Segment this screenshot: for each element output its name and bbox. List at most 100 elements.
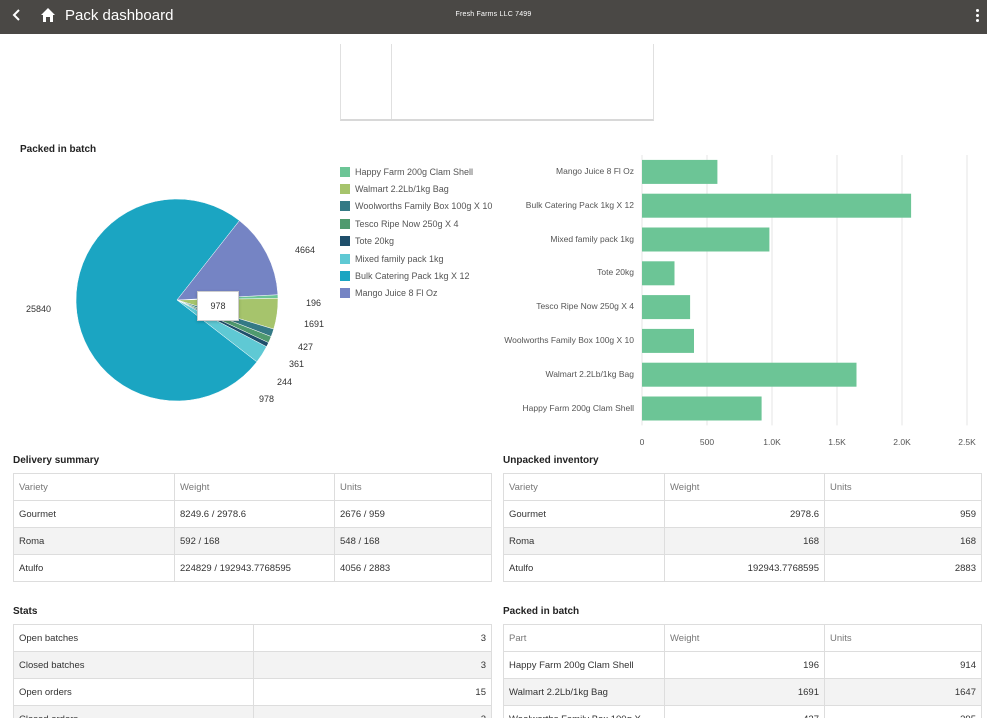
cell: 427	[664, 705, 825, 718]
pie-label: 978	[259, 394, 275, 404]
col-header[interactable]: Units	[824, 624, 982, 652]
bar[interactable]	[642, 227, 770, 252]
pie-label: 4664	[295, 245, 316, 255]
col-header[interactable]: Weight	[174, 473, 335, 501]
y-category-label: Mango Juice 8 Fl Oz	[556, 165, 634, 176]
cell: 168	[824, 527, 982, 555]
y-category-label: Tesco Ripe Now 250g X 4	[536, 301, 634, 312]
table-row: Closed batches 3	[13, 651, 492, 679]
legend-label: Mixed family pack 1kg	[355, 253, 444, 264]
col-header[interactable]: Weight	[664, 624, 825, 652]
cell: 592 / 168	[174, 527, 335, 555]
table-row: Walmart 2.2Lb/1kg Bag 1691 1647	[503, 678, 982, 706]
more-vertical-icon[interactable]	[976, 9, 980, 23]
col-header[interactable]: Weight	[664, 473, 825, 501]
legend-item[interactable]: Woolworths Family Box 100g X 10	[340, 198, 510, 215]
cell: 8249.6 / 2978.6	[174, 500, 335, 528]
col-header[interactable]: Units	[334, 473, 492, 501]
legend-item[interactable]: Mango Juice 8 Fl Oz	[340, 285, 510, 302]
legend-label: Walmart 2.2Lb/1kg Bag	[355, 184, 449, 195]
y-category-label: Mixed family pack 1kg	[550, 233, 634, 244]
table-row: Atulfo 192943.7768595 2883	[503, 554, 982, 582]
col-header[interactable]: Variety	[13, 473, 175, 501]
bar[interactable]	[642, 295, 691, 320]
y-category-label: Bulk Catering Pack 1kg X 12	[525, 199, 634, 210]
cell: Gourmet	[503, 500, 665, 528]
stats-table: Open batches 3 Closed batches 3 Open ord…	[13, 624, 492, 718]
legend-swatch	[340, 236, 350, 247]
cell: 2883	[824, 554, 982, 582]
delivery-summary-title: Delivery summary	[13, 455, 100, 466]
col-header[interactable]: Units	[824, 473, 982, 501]
legend-item[interactable]: Walmart 2.2Lb/1kg Bag	[340, 180, 510, 197]
cell: 1647	[824, 678, 982, 706]
bar[interactable]	[642, 261, 675, 286]
col-header[interactable]: Variety	[503, 473, 665, 501]
bar[interactable]	[642, 362, 857, 387]
x-tick-label: 500	[699, 437, 715, 448]
cell: Roma	[503, 527, 665, 555]
cell: Gourmet	[13, 500, 175, 528]
pie-label: 25840	[26, 304, 52, 314]
cell: Closed orders	[13, 705, 254, 718]
y-category-label: Woolworths Family Box 100g X 10	[504, 334, 634, 345]
chevron-left-icon[interactable]	[10, 7, 24, 28]
pie-label: 244	[277, 377, 293, 387]
legend-item[interactable]: Bulk Catering Pack 1kg X 12	[340, 267, 510, 284]
cell: 959	[824, 500, 982, 528]
pie-label: 1691	[304, 319, 325, 329]
pie-slice[interactable]	[176, 220, 279, 301]
table-row: Roma 592 / 168 548 / 168	[13, 527, 492, 555]
cell: 192943.7768595	[664, 554, 825, 582]
bar[interactable]	[642, 159, 718, 184]
cell: 196	[664, 651, 825, 679]
pie-tooltip: 978	[197, 291, 239, 321]
cell: 1691	[664, 678, 825, 706]
packed-bar-chart: 0 500 1.0K 1.5K 2.0K 2.5K Mango Juice 8 Fl Oz B…	[500, 150, 987, 450]
x-tick-label: 2.5K	[958, 437, 976, 448]
cell: Closed batches	[13, 651, 254, 679]
delivery-summary-table: Variety Weight Units Gourmet 8249.6 / 29…	[13, 473, 492, 582]
x-tick-label: 1.0K	[763, 437, 781, 448]
legend-label: Tesco Ripe Now 250g X 4	[355, 218, 459, 229]
packed-table-title: Packed in batch	[503, 606, 580, 617]
home-icon[interactable]	[40, 7, 56, 23]
cell: Happy Farm 200g Clam Shell	[503, 651, 665, 679]
bar-plot	[641, 155, 968, 426]
legend-item[interactable]: Happy Farm 200g Clam Shell	[340, 163, 510, 180]
pie-label: 427	[298, 342, 314, 352]
bar[interactable]	[642, 396, 762, 421]
pie-label: 196	[306, 298, 322, 308]
y-category-label: Tote 20kg	[597, 267, 634, 278]
pie-slice[interactable]	[75, 198, 258, 402]
cell: 2	[253, 705, 492, 718]
stats-title: Stats	[13, 606, 38, 617]
legend-item[interactable]: Tesco Ripe Now 250g X 4	[340, 215, 510, 232]
legend-swatch	[340, 271, 350, 282]
bar[interactable]	[642, 193, 912, 218]
cell: 15	[253, 678, 492, 706]
company-name: Fresh Farms LLC 7499	[455, 11, 532, 18]
bar[interactable]	[642, 328, 694, 353]
table-row: Gourmet 8249.6 / 2978.6 2676 / 959	[13, 500, 492, 528]
cell: Roma	[13, 527, 175, 555]
cell: 3	[253, 624, 492, 652]
legend-swatch	[340, 184, 350, 195]
legend-label: Mango Juice 8 Fl Oz	[355, 288, 438, 299]
cell: Atulfo	[503, 554, 665, 582]
cell: Woolworths Family Box 100g X	[503, 705, 665, 718]
legend-item[interactable]: Tote 20kg	[340, 233, 510, 250]
pie-section-title: Packed in batch	[20, 144, 97, 155]
cell: Atulfo	[13, 554, 175, 582]
legend-item[interactable]: Mixed family pack 1kg	[340, 250, 510, 267]
cell: 224829 / 192943.7768595	[174, 554, 335, 582]
cell: 3	[253, 651, 492, 679]
col-header[interactable]: Part	[503, 624, 665, 652]
cell: Open batches	[13, 624, 254, 652]
unpacked-inventory-table: Variety Weight Units Gourmet 2978.6 959 …	[503, 473, 982, 582]
table-row: Closed orders 2	[13, 705, 492, 718]
cell: 2978.6	[664, 500, 825, 528]
cell: 2676 / 959	[334, 500, 492, 528]
table-row: Gourmet 2978.6 959	[503, 500, 982, 528]
legend-swatch	[340, 166, 350, 177]
